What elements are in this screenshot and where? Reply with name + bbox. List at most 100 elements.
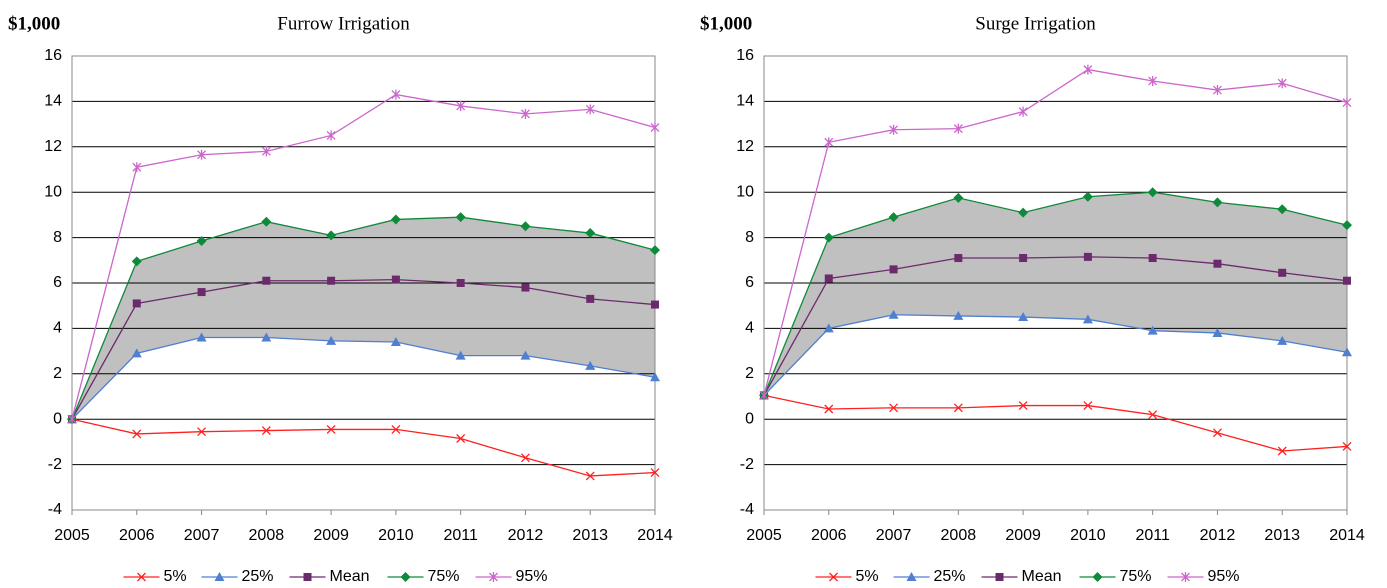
marker	[456, 279, 465, 287]
marker	[1342, 220, 1352, 231]
x-tick-label: 2010	[378, 527, 414, 544]
y-tick-label: 10	[44, 183, 62, 200]
marker	[889, 403, 899, 413]
marker	[953, 310, 964, 320]
x-tick-label: 2005	[746, 527, 782, 544]
series-line	[71, 278, 656, 420]
x-tick-label: 2014	[1329, 527, 1365, 544]
marker	[824, 137, 834, 148]
marker	[1277, 335, 1288, 345]
x-tick-label: 2010	[1070, 527, 1106, 544]
legend-marker	[137, 572, 146, 582]
marker	[650, 122, 660, 133]
marker	[1342, 347, 1352, 357]
legend-marker	[400, 572, 411, 582]
marker	[1148, 75, 1158, 86]
marker	[1342, 97, 1352, 108]
marker	[1147, 187, 1158, 198]
marker	[1148, 254, 1157, 263]
marker	[1342, 441, 1352, 451]
marker	[585, 228, 596, 239]
legend-marker	[906, 572, 917, 581]
marker	[585, 104, 595, 115]
marker	[824, 404, 834, 414]
marker	[954, 254, 963, 263]
marker	[1082, 191, 1093, 202]
marker	[390, 337, 401, 347]
marker	[261, 216, 272, 227]
marker	[132, 162, 142, 173]
marker	[1018, 106, 1028, 117]
marker	[197, 149, 207, 160]
y-tick-label: 14	[44, 93, 62, 110]
y-tick-label: 12	[736, 138, 754, 155]
chart-title: Surge Irrigation	[975, 13, 1096, 34]
legend-marker	[1092, 572, 1103, 582]
y-tick-label: -4	[48, 501, 62, 518]
y-tick-label: 10	[736, 183, 754, 200]
marker	[1082, 314, 1093, 324]
marker	[1018, 401, 1028, 411]
x-tick-label: 2011	[443, 527, 478, 544]
x-tick-label: 2013	[1264, 527, 1300, 544]
y-axis-label: $1,000	[8, 13, 60, 34]
marker	[1083, 64, 1093, 75]
marker	[132, 299, 141, 308]
marker	[390, 214, 401, 225]
marker	[823, 232, 834, 243]
marker	[391, 424, 401, 434]
x-tick-label: 2009	[313, 527, 349, 544]
series-line	[763, 191, 1348, 396]
marker	[953, 403, 963, 413]
marker	[585, 471, 595, 481]
marker	[1018, 207, 1029, 218]
marker	[197, 427, 207, 437]
x-tick-label: 2008	[941, 527, 977, 544]
x-tick-label: 2007	[184, 527, 220, 544]
marker	[1148, 410, 1158, 420]
legend-label: 95%	[516, 568, 548, 585]
marker	[823, 323, 834, 333]
marker	[327, 276, 336, 285]
marker	[651, 300, 659, 309]
marker	[889, 124, 899, 135]
x-tick-label: 2008	[249, 527, 285, 544]
x-tick-label: 2011	[1135, 527, 1170, 544]
marker	[521, 283, 530, 292]
series-line	[763, 314, 1348, 396]
marker	[586, 294, 595, 303]
y-tick-label: -4	[740, 501, 754, 518]
marker	[1277, 446, 1287, 456]
marker	[520, 453, 530, 463]
series-line	[71, 93, 656, 420]
y-tick-label: 14	[736, 93, 754, 110]
marker	[261, 426, 271, 436]
y-tick-label: 0	[53, 410, 62, 427]
series-line	[763, 394, 1348, 452]
marker	[132, 429, 142, 439]
marker	[650, 468, 660, 478]
y-tick-label: 8	[53, 229, 62, 246]
legend-label: Mean	[1022, 568, 1062, 585]
marker	[824, 274, 833, 283]
marker	[262, 276, 271, 285]
series-line	[763, 68, 1348, 396]
marker	[520, 221, 531, 232]
marker	[888, 309, 899, 319]
marker	[759, 390, 769, 401]
legend-label: Mean	[330, 568, 370, 585]
marker	[1212, 85, 1222, 96]
y-tick-label: 6	[745, 274, 754, 291]
series-line	[71, 216, 656, 420]
legend-label: 25%	[242, 568, 274, 585]
legend-label: 5%	[164, 568, 187, 585]
y-tick-label: 6	[53, 274, 62, 291]
marker	[261, 146, 271, 157]
marker	[650, 245, 660, 256]
x-tick-label: 2006	[119, 527, 155, 544]
marker	[1343, 276, 1351, 285]
y-tick-label: 16	[44, 47, 62, 64]
marker	[326, 424, 336, 434]
chart-title: Furrow Irrigation	[277, 13, 410, 34]
